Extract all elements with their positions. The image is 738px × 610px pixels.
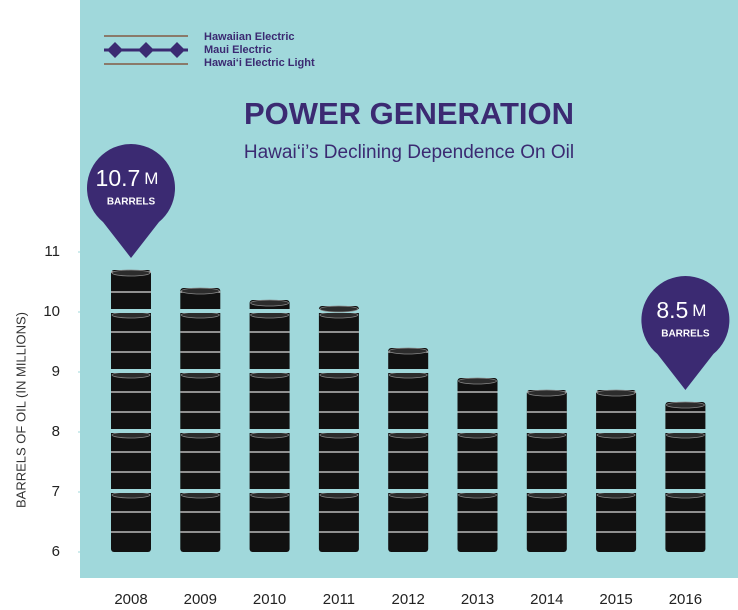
barrel-gap: [110, 369, 152, 373]
barrel-gap: [595, 429, 637, 433]
barrel-gap: [318, 369, 360, 373]
barrel-lid: [112, 270, 150, 276]
y-tick-label: 9: [52, 363, 60, 380]
barrel-gap: [110, 489, 152, 493]
y-axis-label: BARRELS OF OIL (IN MILLIONS): [13, 312, 28, 508]
y-tick-label: 8: [52, 423, 60, 440]
barrel-lid: [320, 306, 358, 312]
x-tick-label: 2009: [184, 591, 217, 608]
bar: [527, 390, 567, 552]
x-tick-label: 2015: [599, 591, 632, 608]
chart-subtitle: Hawai‘i’s Declining Dependence On Oil: [244, 142, 574, 163]
barrel-gap: [387, 369, 429, 373]
brand-name: Hawaiian Electric: [204, 31, 295, 43]
x-tick-label: 2011: [323, 591, 355, 608]
barrel-gap: [664, 489, 706, 493]
x-tick-label: 2013: [461, 591, 494, 608]
x-tick-label: 2008: [114, 591, 147, 608]
barrel-lid: [528, 390, 566, 396]
barrel-lid: [181, 288, 219, 294]
value-label-note: BARRELS: [107, 197, 156, 208]
barrel-gap: [249, 309, 291, 313]
value-label-unit: M: [144, 169, 158, 188]
barrel-lid: [459, 378, 497, 384]
barrel-gap: [110, 429, 152, 433]
barrel-lid: [251, 300, 289, 306]
barrel-gap: [595, 489, 637, 493]
barrel-gap: [179, 429, 221, 433]
barrel-gap: [387, 429, 429, 433]
y-tick-label: 10: [43, 303, 60, 320]
x-tick-label: 2016: [669, 591, 702, 608]
barrel-gap: [387, 489, 429, 493]
x-tick-label: 2012: [392, 591, 425, 608]
brand-name: Hawai‘i Electric Light: [204, 57, 315, 69]
value-label-number: 8.5: [656, 297, 688, 323]
y-tick-label: 11: [44, 243, 60, 260]
bar: [596, 390, 636, 552]
brand-name: Maui Electric: [204, 44, 272, 56]
bar: [665, 402, 705, 552]
barrel-gap: [110, 309, 152, 313]
value-label-number: 10.7: [96, 165, 141, 191]
bar: [250, 300, 290, 552]
barrel-gap: [179, 309, 221, 313]
bar: [388, 348, 428, 552]
chart-title: POWER GENERATION: [244, 96, 574, 131]
y-tick-label: 6: [52, 543, 60, 560]
barrel-gap: [179, 369, 221, 373]
barrel-lid: [666, 402, 704, 408]
barrel-gap: [249, 429, 291, 433]
barrel-gap: [318, 489, 360, 493]
barrel-gap: [526, 429, 568, 433]
value-label-note: BARRELS: [661, 329, 710, 340]
barrel-gap: [249, 489, 291, 493]
x-tick-label: 2014: [530, 591, 563, 608]
barrel-gap: [526, 489, 568, 493]
barrel-gap: [664, 429, 706, 433]
barrel-lid: [597, 390, 635, 396]
barrel-gap: [318, 429, 360, 433]
barrel-gap: [249, 369, 291, 373]
barrel-gap: [179, 489, 221, 493]
x-tick-label: 2010: [253, 591, 286, 608]
value-label-unit: M: [692, 301, 706, 320]
barrel-lid: [389, 348, 427, 354]
barrel-gap: [457, 429, 499, 433]
bar: [458, 378, 498, 552]
infographic: Hawaiian Electric Maui Electric Hawai‘i …: [0, 0, 738, 610]
barrel-gap: [457, 489, 499, 493]
y-tick-label: 7: [52, 483, 60, 500]
